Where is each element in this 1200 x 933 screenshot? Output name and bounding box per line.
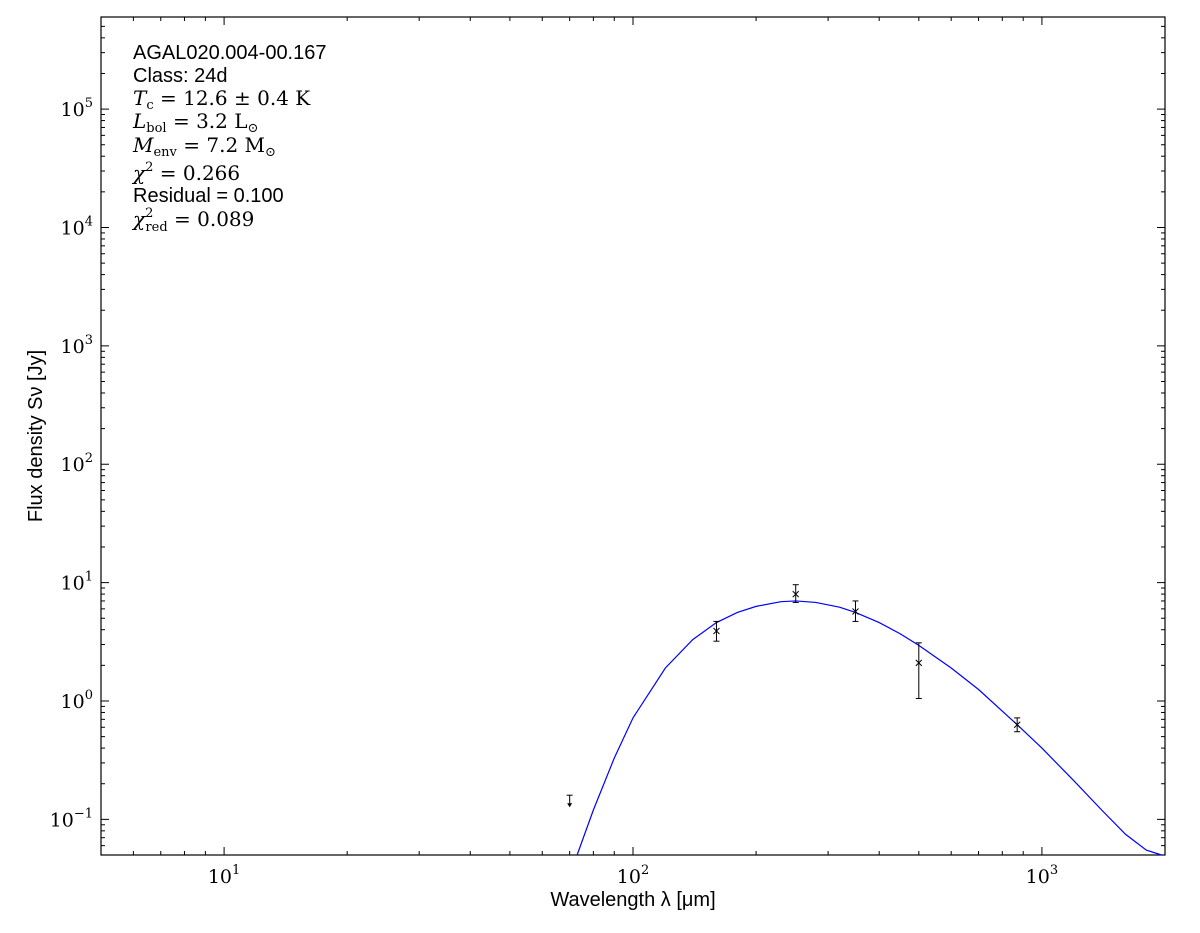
upper-limit-arrow: [567, 803, 573, 808]
x-tick-label: 101: [208, 863, 240, 888]
y-tick-label: 104: [61, 214, 93, 239]
tc-line: Tc = 12.6 ± 0.4 K: [133, 86, 311, 113]
data-point-marker: [792, 590, 800, 598]
y-tick-label: 100: [61, 688, 93, 713]
data-point-marker: [1013, 721, 1021, 729]
y-axis-label-text: Flux density Sν [Jy]: [25, 350, 47, 522]
chi2-line: χ2 = 0.266: [131, 160, 240, 185]
menv-line: Menv = 7.2 M⊙: [132, 133, 276, 160]
y-tick-label: 103: [61, 333, 93, 358]
data-points: [566, 584, 1021, 808]
class-label: Class: 24d: [133, 65, 228, 87]
major-ticks: [101, 17, 1165, 855]
y-tick-label: 105: [61, 96, 93, 121]
source-name: AGAL020.004-00.167: [133, 42, 327, 64]
x-tick-label: 103: [1026, 863, 1058, 888]
minor-ticks: [100, 16, 1166, 856]
residual-line: Residual = 0.100: [133, 185, 284, 207]
x-axis-label: Wavelength λ [μm]: [550, 889, 715, 911]
data-point-marker: [713, 627, 720, 635]
data-point-marker: [852, 608, 859, 615]
y-tick-label: 10−1: [50, 806, 93, 831]
lbol-line: Lbol = 3.2 L⊙: [132, 109, 258, 136]
x-axis-label-text: Wavelength λ [μm]: [550, 889, 715, 911]
chi2-red-line: χ2 red = 0.089: [131, 206, 254, 235]
fit-annotations: AGAL020.004-00.167 Class: 24d Tc = 12.6 …: [131, 42, 327, 235]
x-tick-label: 102: [617, 863, 649, 888]
model-fit-curve: [576, 600, 1162, 856]
y-axis-label: Flux density Sν [Jy]: [25, 350, 47, 522]
y-tick-label: 101: [61, 570, 93, 595]
tick-labels: 101 102 103 10−1 100 101 102 103 104 105: [50, 96, 1059, 888]
y-tick-label: 102: [61, 451, 93, 476]
data-point-marker: [915, 659, 923, 667]
